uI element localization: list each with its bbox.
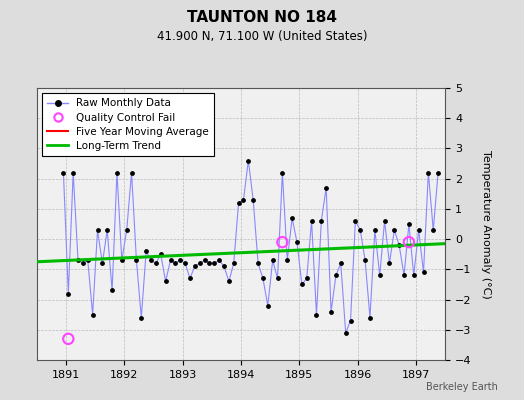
Point (59, 170, 68, 176)
Point (298, 281, 306, 288)
Point (327, 308, 335, 315)
Point (69, 170, 78, 176)
Point (84, 257, 92, 264)
Point (123, 227, 131, 233)
Point (210, 260, 219, 266)
Point (147, 257, 155, 264)
Point (322, 184, 330, 191)
Point (414, 227, 423, 233)
Point (376, 272, 384, 278)
Point (234, 200, 243, 206)
Point (424, 170, 432, 176)
Point (64, 290, 72, 297)
Point (220, 263, 228, 270)
Point (317, 218, 325, 224)
Point (108, 287, 116, 294)
Point (89, 312, 97, 318)
Point (390, 227, 398, 233)
Point (254, 260, 263, 266)
Point (137, 314, 146, 321)
Text: 41.900 N, 71.100 W (United States): 41.900 N, 71.100 W (United States) (157, 30, 367, 43)
Point (171, 260, 180, 266)
Point (200, 257, 209, 264)
Point (302, 275, 311, 282)
Point (259, 275, 267, 282)
Point (264, 302, 272, 309)
Point (385, 260, 394, 266)
Point (79, 260, 87, 266)
Text: TAUNTON NO 184: TAUNTON NO 184 (187, 10, 337, 25)
Point (308, 218, 316, 224)
Point (74, 257, 82, 264)
Point (181, 260, 189, 266)
Point (405, 221, 413, 227)
Point (274, 275, 282, 282)
Point (361, 257, 369, 264)
Text: Berkeley Earth: Berkeley Earth (426, 382, 498, 392)
Point (127, 170, 136, 176)
Point (225, 278, 233, 285)
Point (195, 260, 204, 266)
Point (249, 197, 257, 203)
Point (185, 275, 194, 282)
Point (380, 218, 389, 224)
Point (288, 215, 297, 221)
Y-axis label: Temperature Anomaly (°C): Temperature Anomaly (°C) (481, 150, 491, 298)
Point (268, 257, 277, 264)
Point (152, 260, 160, 266)
Point (351, 218, 359, 224)
Point (93, 227, 102, 233)
Point (356, 227, 365, 233)
Point (395, 242, 403, 248)
Point (346, 318, 355, 324)
Point (370, 227, 379, 233)
Point (161, 278, 170, 285)
Point (312, 312, 321, 318)
Point (64, 336, 72, 342)
Point (332, 272, 340, 278)
Point (166, 257, 174, 264)
Point (283, 257, 291, 264)
Point (142, 248, 150, 254)
Point (429, 227, 438, 233)
Point (103, 227, 112, 233)
Point (205, 260, 214, 266)
Point (239, 197, 248, 203)
Point (419, 269, 428, 276)
Point (117, 257, 126, 264)
Point (98, 260, 106, 266)
Point (244, 157, 253, 164)
Point (342, 330, 350, 336)
Point (278, 239, 287, 245)
Point (215, 257, 223, 264)
Point (191, 263, 199, 270)
Point (336, 260, 345, 266)
Point (293, 239, 301, 245)
Point (132, 257, 140, 264)
Point (434, 170, 442, 176)
Point (230, 260, 238, 266)
Point (410, 272, 418, 278)
Point (278, 170, 287, 176)
Point (405, 239, 413, 245)
Point (113, 170, 121, 176)
Legend: Raw Monthly Data, Quality Control Fail, Five Year Moving Average, Long-Term Tren: Raw Monthly Data, Quality Control Fail, … (42, 93, 214, 156)
Point (176, 257, 184, 264)
Point (366, 314, 374, 321)
Point (400, 272, 408, 278)
Point (157, 251, 165, 258)
